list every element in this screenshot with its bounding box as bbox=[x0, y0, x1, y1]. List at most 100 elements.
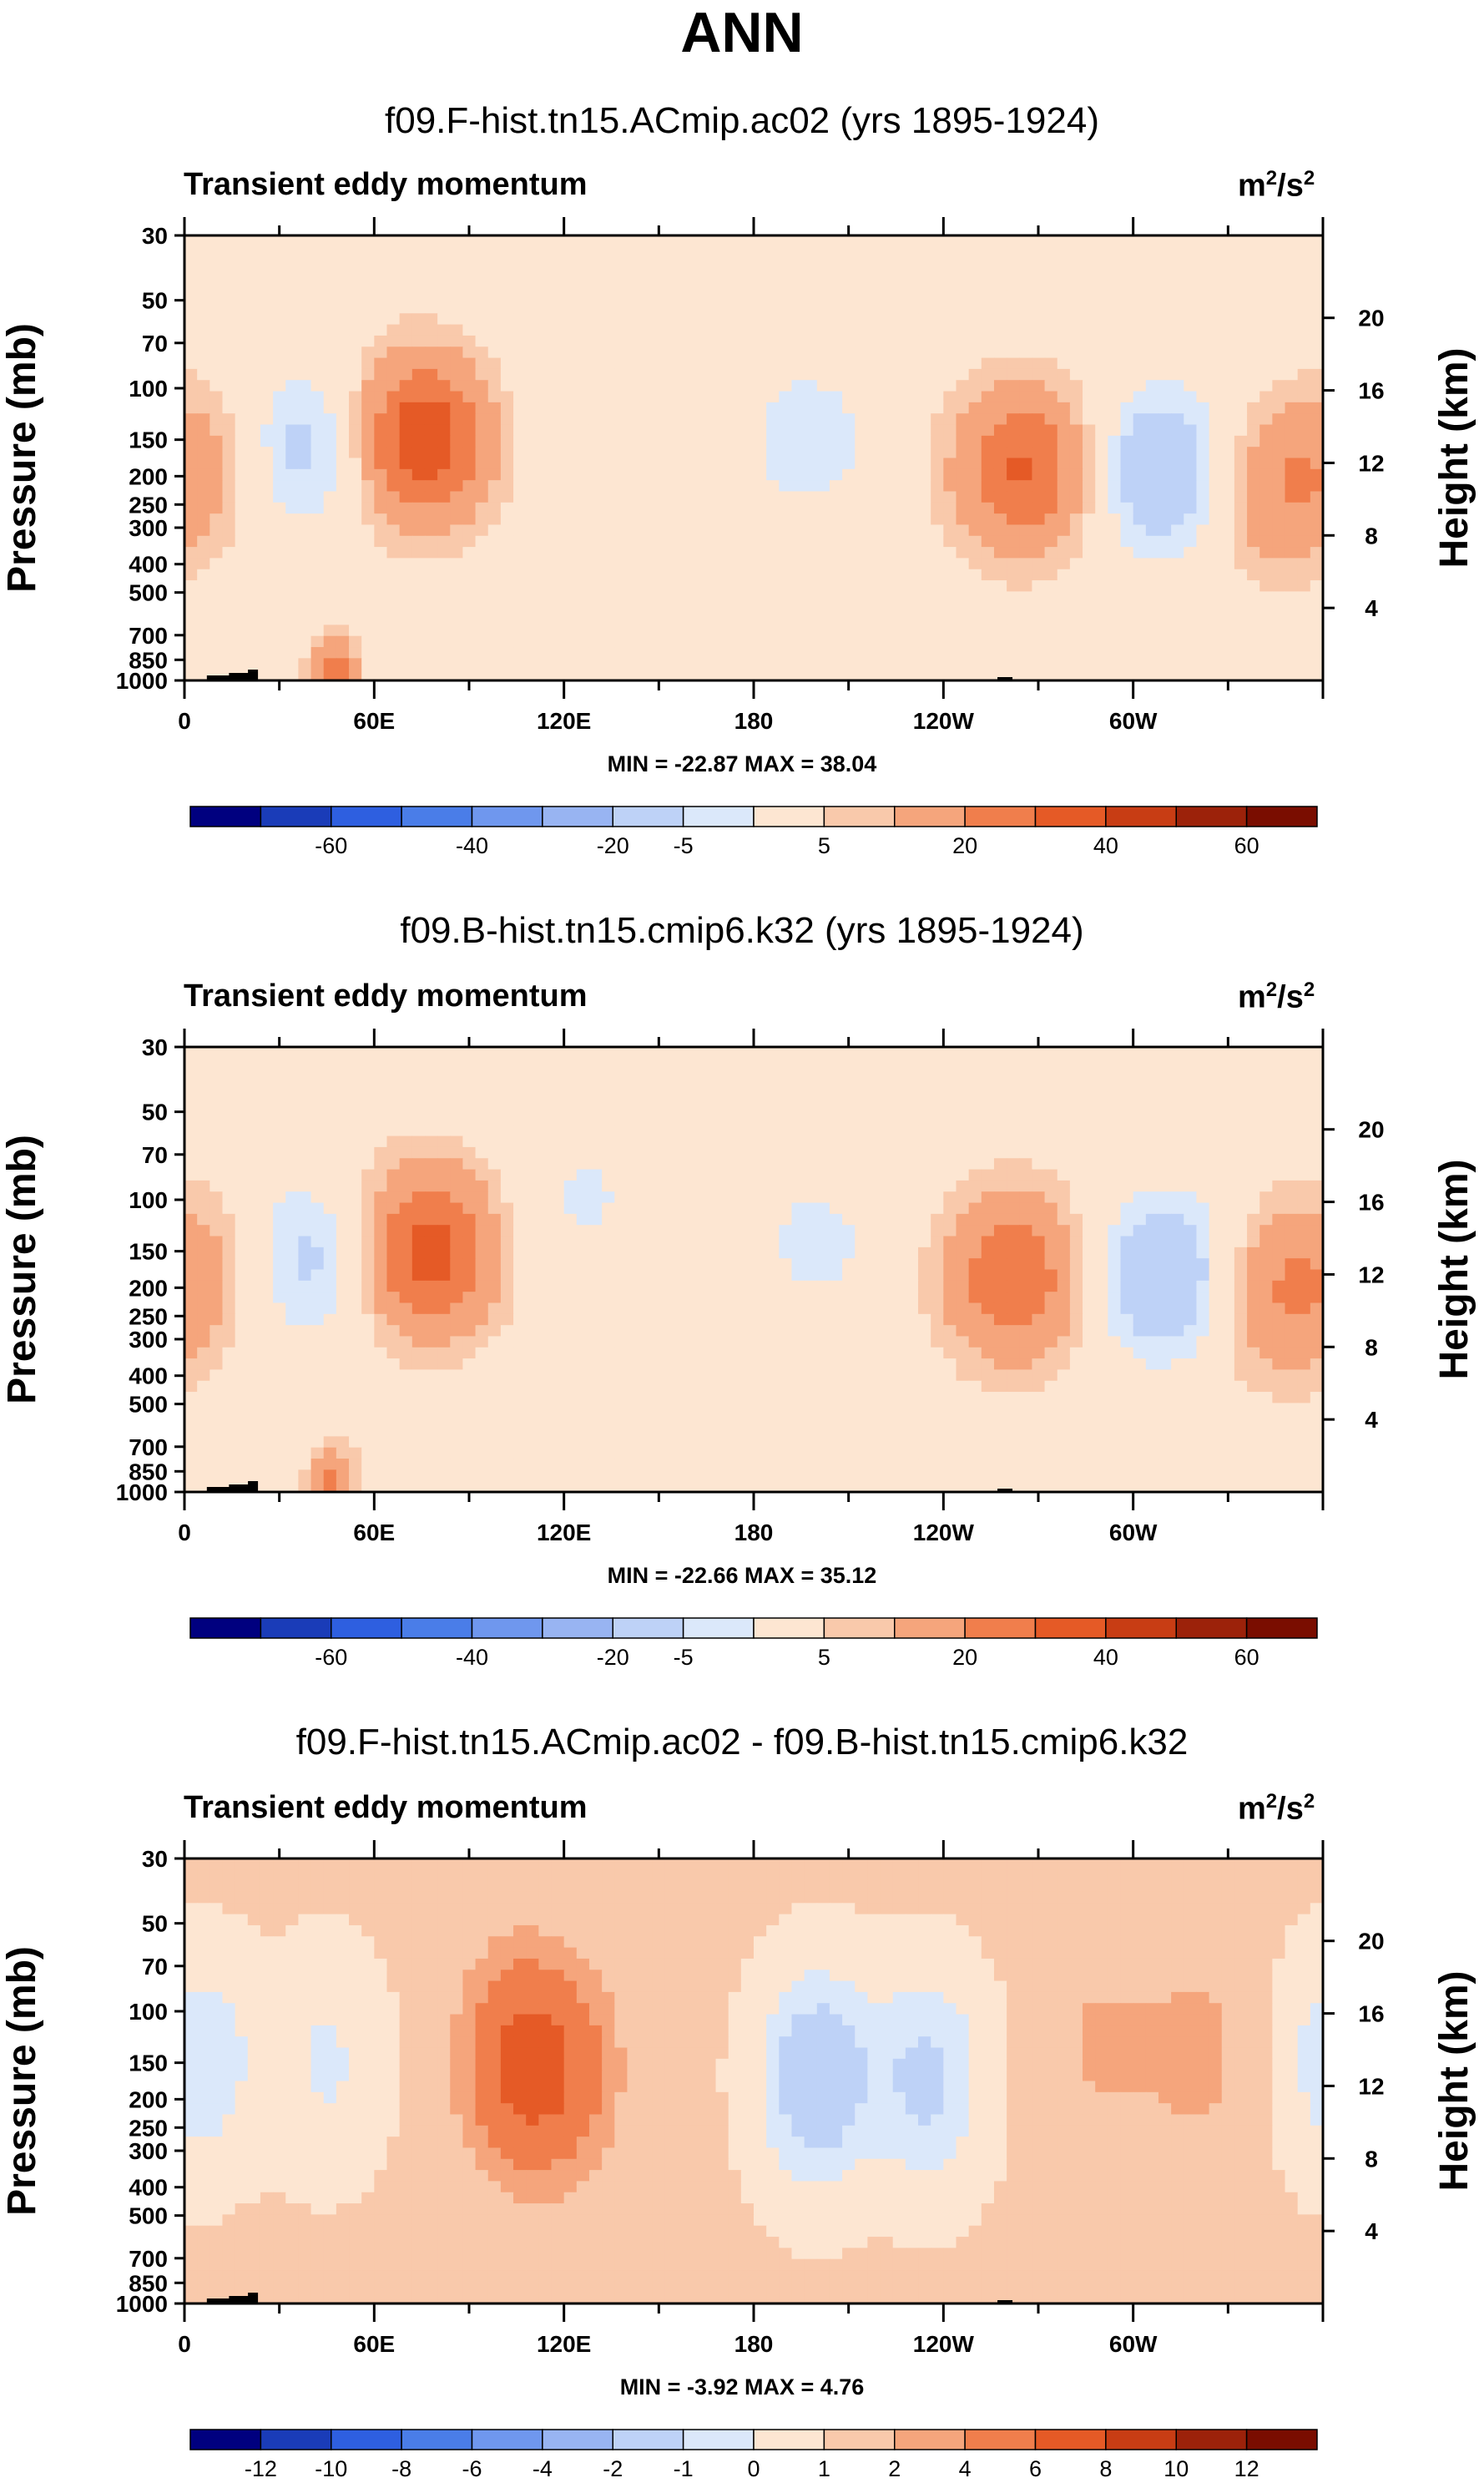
field-cell bbox=[1259, 1180, 1273, 1192]
field-cell bbox=[437, 1135, 451, 1148]
field-cell bbox=[703, 547, 717, 559]
field-cell bbox=[1044, 1180, 1058, 1192]
field-cell bbox=[855, 368, 868, 381]
field-cell bbox=[260, 635, 274, 648]
field-cell bbox=[829, 301, 843, 314]
field-cell bbox=[475, 547, 489, 559]
field-cell bbox=[386, 602, 401, 614]
field-cell bbox=[273, 580, 286, 592]
field-cell bbox=[563, 635, 578, 648]
field-cell bbox=[500, 1125, 514, 1137]
field-cell bbox=[905, 402, 919, 414]
field-cell bbox=[1221, 1125, 1235, 1137]
field-cell bbox=[1259, 513, 1273, 526]
field-cell bbox=[968, 413, 982, 426]
field-cell bbox=[779, 524, 793, 537]
field-cell bbox=[880, 335, 894, 347]
field-cell bbox=[892, 257, 906, 270]
panel-2-units: m2/s2 bbox=[1238, 979, 1315, 1015]
field-cell bbox=[1032, 1146, 1046, 1159]
field-cell bbox=[892, 413, 906, 426]
field-cell bbox=[1196, 257, 1210, 270]
field-cell bbox=[475, 402, 489, 414]
field-cell bbox=[285, 1135, 299, 1148]
field-cell bbox=[1158, 435, 1172, 448]
field-cell bbox=[563, 535, 578, 548]
field-cell bbox=[1221, 658, 1235, 670]
field-cell bbox=[1007, 324, 1020, 336]
field-cell bbox=[285, 513, 299, 526]
field-cell bbox=[184, 513, 198, 526]
field-cell bbox=[1297, 380, 1311, 392]
field-cell bbox=[1120, 547, 1134, 559]
field-cell bbox=[1032, 380, 1046, 392]
field-cell bbox=[690, 658, 704, 670]
field-cell bbox=[639, 580, 654, 592]
field-cell bbox=[513, 1180, 527, 1192]
field-cell bbox=[816, 468, 830, 481]
field-cell bbox=[298, 346, 312, 359]
field-cell bbox=[690, 580, 704, 592]
field-cell bbox=[1108, 313, 1122, 326]
field-cell bbox=[779, 313, 793, 326]
field-cell bbox=[703, 458, 717, 470]
field-cell bbox=[703, 313, 717, 326]
field-cell bbox=[816, 669, 830, 681]
field-cell bbox=[399, 1069, 413, 1081]
field-cell bbox=[690, 480, 704, 493]
field-cell bbox=[842, 535, 856, 548]
field-cell bbox=[1120, 558, 1134, 570]
field-cell bbox=[450, 669, 464, 681]
field-cell bbox=[1108, 1058, 1122, 1070]
field-cell bbox=[450, 591, 464, 604]
field-cell bbox=[1247, 1058, 1260, 1070]
field-cell bbox=[892, 335, 906, 347]
field-cell bbox=[690, 491, 704, 503]
field-cell bbox=[639, 1135, 654, 1148]
field-cell bbox=[1044, 447, 1058, 459]
field-cell bbox=[1069, 535, 1083, 548]
field-cell bbox=[1259, 1058, 1273, 1070]
field-cell bbox=[855, 1047, 868, 1059]
field-cell bbox=[842, 413, 856, 426]
field-cell bbox=[323, 625, 337, 637]
field-cell bbox=[1069, 368, 1083, 381]
field-cell bbox=[1095, 635, 1108, 648]
field-cell bbox=[664, 535, 679, 548]
field-cell bbox=[1310, 291, 1324, 303]
field-cell bbox=[1120, 480, 1134, 493]
field-cell bbox=[905, 635, 919, 648]
field-cell bbox=[993, 324, 1007, 336]
field-cell bbox=[563, 491, 578, 503]
field-cell bbox=[1209, 335, 1223, 347]
field-cell bbox=[754, 591, 767, 604]
field-cell bbox=[551, 435, 565, 448]
field-cell bbox=[943, 246, 957, 259]
field-cell bbox=[538, 502, 553, 514]
field-cell bbox=[779, 291, 793, 303]
field-cell bbox=[829, 1069, 843, 1081]
field-cell bbox=[1044, 547, 1058, 559]
field-cell bbox=[298, 1125, 312, 1137]
field-cell bbox=[576, 313, 590, 326]
field-cell bbox=[1259, 591, 1273, 604]
field-cell bbox=[437, 1069, 451, 1081]
field-cell bbox=[1171, 614, 1184, 625]
field-cell bbox=[968, 580, 982, 592]
field-cell bbox=[513, 357, 527, 370]
field-cell bbox=[968, 547, 982, 559]
field-cell bbox=[905, 625, 919, 637]
field-cell bbox=[678, 591, 691, 604]
field-cell bbox=[905, 458, 919, 470]
field-cell bbox=[931, 1135, 944, 1148]
field-cell bbox=[715, 357, 729, 370]
field-cell bbox=[664, 1102, 679, 1115]
field-cell bbox=[829, 569, 843, 581]
field-cell bbox=[462, 301, 477, 314]
field-cell bbox=[1133, 1080, 1147, 1092]
field-cell bbox=[310, 458, 325, 470]
field-cell bbox=[993, 524, 1007, 537]
field-cell bbox=[627, 491, 641, 503]
field-cell bbox=[323, 235, 337, 247]
field-cell bbox=[222, 368, 236, 381]
